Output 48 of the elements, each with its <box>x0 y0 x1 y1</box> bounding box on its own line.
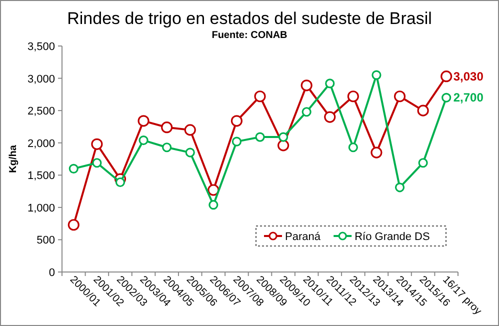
point <box>230 115 243 127</box>
point <box>184 124 196 136</box>
point <box>208 200 218 210</box>
y-tick-label: 0 <box>48 267 55 279</box>
point <box>92 158 102 168</box>
chart-subtitle: Fuente: CONAB <box>212 30 288 41</box>
point <box>232 136 242 146</box>
point <box>254 90 266 102</box>
data-label: 2,700 <box>453 90 484 105</box>
point <box>138 135 148 146</box>
y-tick-label: 2,000 <box>27 138 55 150</box>
y-tick-label: 500 <box>36 234 55 247</box>
point <box>277 140 290 152</box>
point <box>418 158 428 168</box>
data-label: 3,030 <box>453 69 484 84</box>
point <box>255 132 265 142</box>
point <box>161 122 173 134</box>
point <box>68 219 80 231</box>
point <box>325 78 335 88</box>
point <box>278 132 288 142</box>
point <box>162 142 172 152</box>
point <box>302 107 312 117</box>
point <box>370 146 382 158</box>
y-tick-label: 3,500 <box>27 41 55 53</box>
point <box>394 90 406 102</box>
point <box>394 182 405 192</box>
legend-label: Río Grande DS <box>354 231 430 243</box>
point <box>348 142 358 152</box>
point <box>68 164 78 174</box>
point <box>185 148 195 158</box>
legend-label: Paraná <box>285 231 322 243</box>
point <box>208 184 220 196</box>
point <box>300 80 312 92</box>
point <box>138 115 150 127</box>
point <box>324 111 336 123</box>
y-tick-label: 3,000 <box>27 73 55 86</box>
y-tick-label: 2,500 <box>27 106 55 118</box>
point <box>417 104 429 116</box>
point <box>347 90 359 102</box>
y-axis-title: Kg/ha <box>8 144 19 173</box>
point <box>442 92 452 102</box>
point <box>372 70 382 80</box>
chart-title: Rindes de trigo en estados del sudeste de Brasil <box>67 9 432 28</box>
point <box>440 70 452 82</box>
point <box>115 177 126 188</box>
y-tick-label: 1,000 <box>27 202 55 214</box>
y-tick-label: 1,500 <box>27 170 55 182</box>
point <box>91 138 103 150</box>
